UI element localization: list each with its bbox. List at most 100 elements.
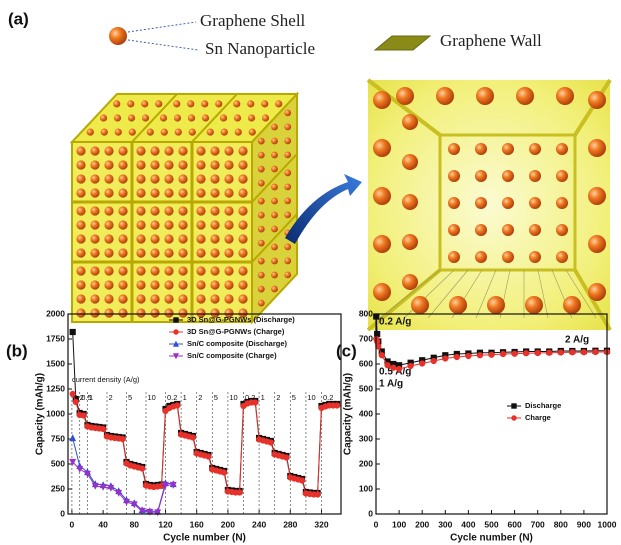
legend-marker <box>172 340 180 347</box>
nanoparticle <box>257 197 265 205</box>
legend-label: Charge <box>525 413 551 422</box>
cube-front <box>71 141 253 323</box>
annotation: 0.2 A/g <box>379 317 411 328</box>
nanoparticle <box>104 160 114 170</box>
nanoparticle <box>448 170 460 182</box>
nanoparticle <box>529 143 541 155</box>
x-tick-label: 1000 <box>598 519 617 529</box>
nanoparticle <box>284 197 292 205</box>
x-tick-label: 80 <box>130 519 140 529</box>
nanoparticle <box>284 109 292 117</box>
data-point <box>189 434 196 441</box>
x-tick-label: 400 <box>461 519 475 529</box>
nanoparticle <box>164 206 174 216</box>
nanoparticle <box>224 234 234 244</box>
data-point <box>252 399 259 406</box>
nanoparticle <box>257 299 265 307</box>
nanoparticle <box>588 187 606 205</box>
y-tick-label: 200 <box>359 458 373 468</box>
nanoparticle <box>178 146 188 156</box>
nanoparticle <box>373 283 391 301</box>
nanoparticle <box>475 197 487 209</box>
nanoparticle <box>164 280 174 290</box>
nanoparticle <box>271 183 278 191</box>
nanoparticle <box>196 280 206 290</box>
nanoparticle <box>271 257 278 265</box>
rate-label: 1 <box>183 393 187 402</box>
nanoparticle <box>76 174 86 184</box>
data-point <box>76 465 84 473</box>
nanoparticle <box>86 128 94 136</box>
nanoparticle <box>271 243 278 251</box>
nanoparticle <box>76 294 86 304</box>
nanoparticle <box>178 248 188 258</box>
y-tick-label: 300 <box>359 433 373 443</box>
legend-text: Graphene Wall <box>440 31 542 50</box>
cube-block <box>69 91 300 325</box>
nanoparticle <box>261 100 269 108</box>
legend-marker <box>511 415 517 421</box>
nanoparticle <box>529 170 541 182</box>
data-point <box>84 470 91 478</box>
nanoparticle <box>238 206 248 216</box>
nanoparticle <box>556 251 568 263</box>
nanoparticle <box>402 154 418 170</box>
nanoparticle <box>150 160 160 170</box>
annotation: 1 A/g <box>379 379 403 390</box>
nanoparticle <box>164 266 174 276</box>
nanoparticle <box>201 114 210 122</box>
nanoparticle <box>238 160 248 170</box>
nanoparticle <box>588 139 606 157</box>
x-tick-label: 500 <box>484 519 498 529</box>
nanoparticle <box>271 165 278 173</box>
data-point <box>314 491 321 498</box>
data-point <box>174 402 181 409</box>
nanoparticle <box>257 211 265 219</box>
nanoparticle <box>238 234 248 244</box>
panel-label: (c) <box>336 341 357 360</box>
nanoparticle <box>150 280 160 290</box>
x-tick-label: 160 <box>190 519 204 529</box>
nanoparticle <box>164 174 174 184</box>
nanoparticle <box>196 266 206 276</box>
nanoparticle <box>257 257 265 265</box>
nanoparticle <box>238 266 248 276</box>
nanoparticle <box>224 174 234 184</box>
nanoparticle <box>104 308 114 318</box>
data-point <box>69 434 77 442</box>
nanoparticle <box>224 188 234 198</box>
nanoparticle <box>104 220 114 230</box>
nanoparticle <box>238 294 248 304</box>
x-tick-label: 200 <box>221 519 235 529</box>
data-point <box>80 412 87 419</box>
nanoparticle <box>588 235 606 253</box>
nanoparticle <box>118 206 128 216</box>
nanoparticle <box>141 114 150 122</box>
cube-wall <box>131 93 178 143</box>
x-tick-label: 300 <box>438 519 452 529</box>
x-axis-title: Cycle number (N) <box>163 533 246 544</box>
nanoparticle <box>90 234 100 244</box>
nanoparticle <box>164 308 174 318</box>
nanoparticle <box>257 165 265 173</box>
nanoparticle <box>271 151 278 159</box>
nanoparticle <box>402 234 418 250</box>
zoom-edge <box>366 78 442 137</box>
data-point <box>523 350 530 357</box>
nanoparticle <box>284 211 292 219</box>
data-point <box>146 508 154 516</box>
data-point <box>139 465 146 472</box>
y-tick-label: 700 <box>359 333 373 343</box>
schematic: (a) Graphene Shell Sn Nanoparticle Graph… <box>8 9 612 332</box>
nanoparticle <box>257 137 265 145</box>
nanoparticle <box>396 87 414 105</box>
nanoparticle <box>150 234 160 244</box>
nanoparticle <box>224 308 234 318</box>
data-point <box>592 348 599 356</box>
data-point <box>374 330 381 338</box>
nanoparticle <box>164 220 174 230</box>
nanoparticle <box>402 114 418 130</box>
nanoparticle <box>178 280 188 290</box>
cube-wall <box>191 93 238 143</box>
